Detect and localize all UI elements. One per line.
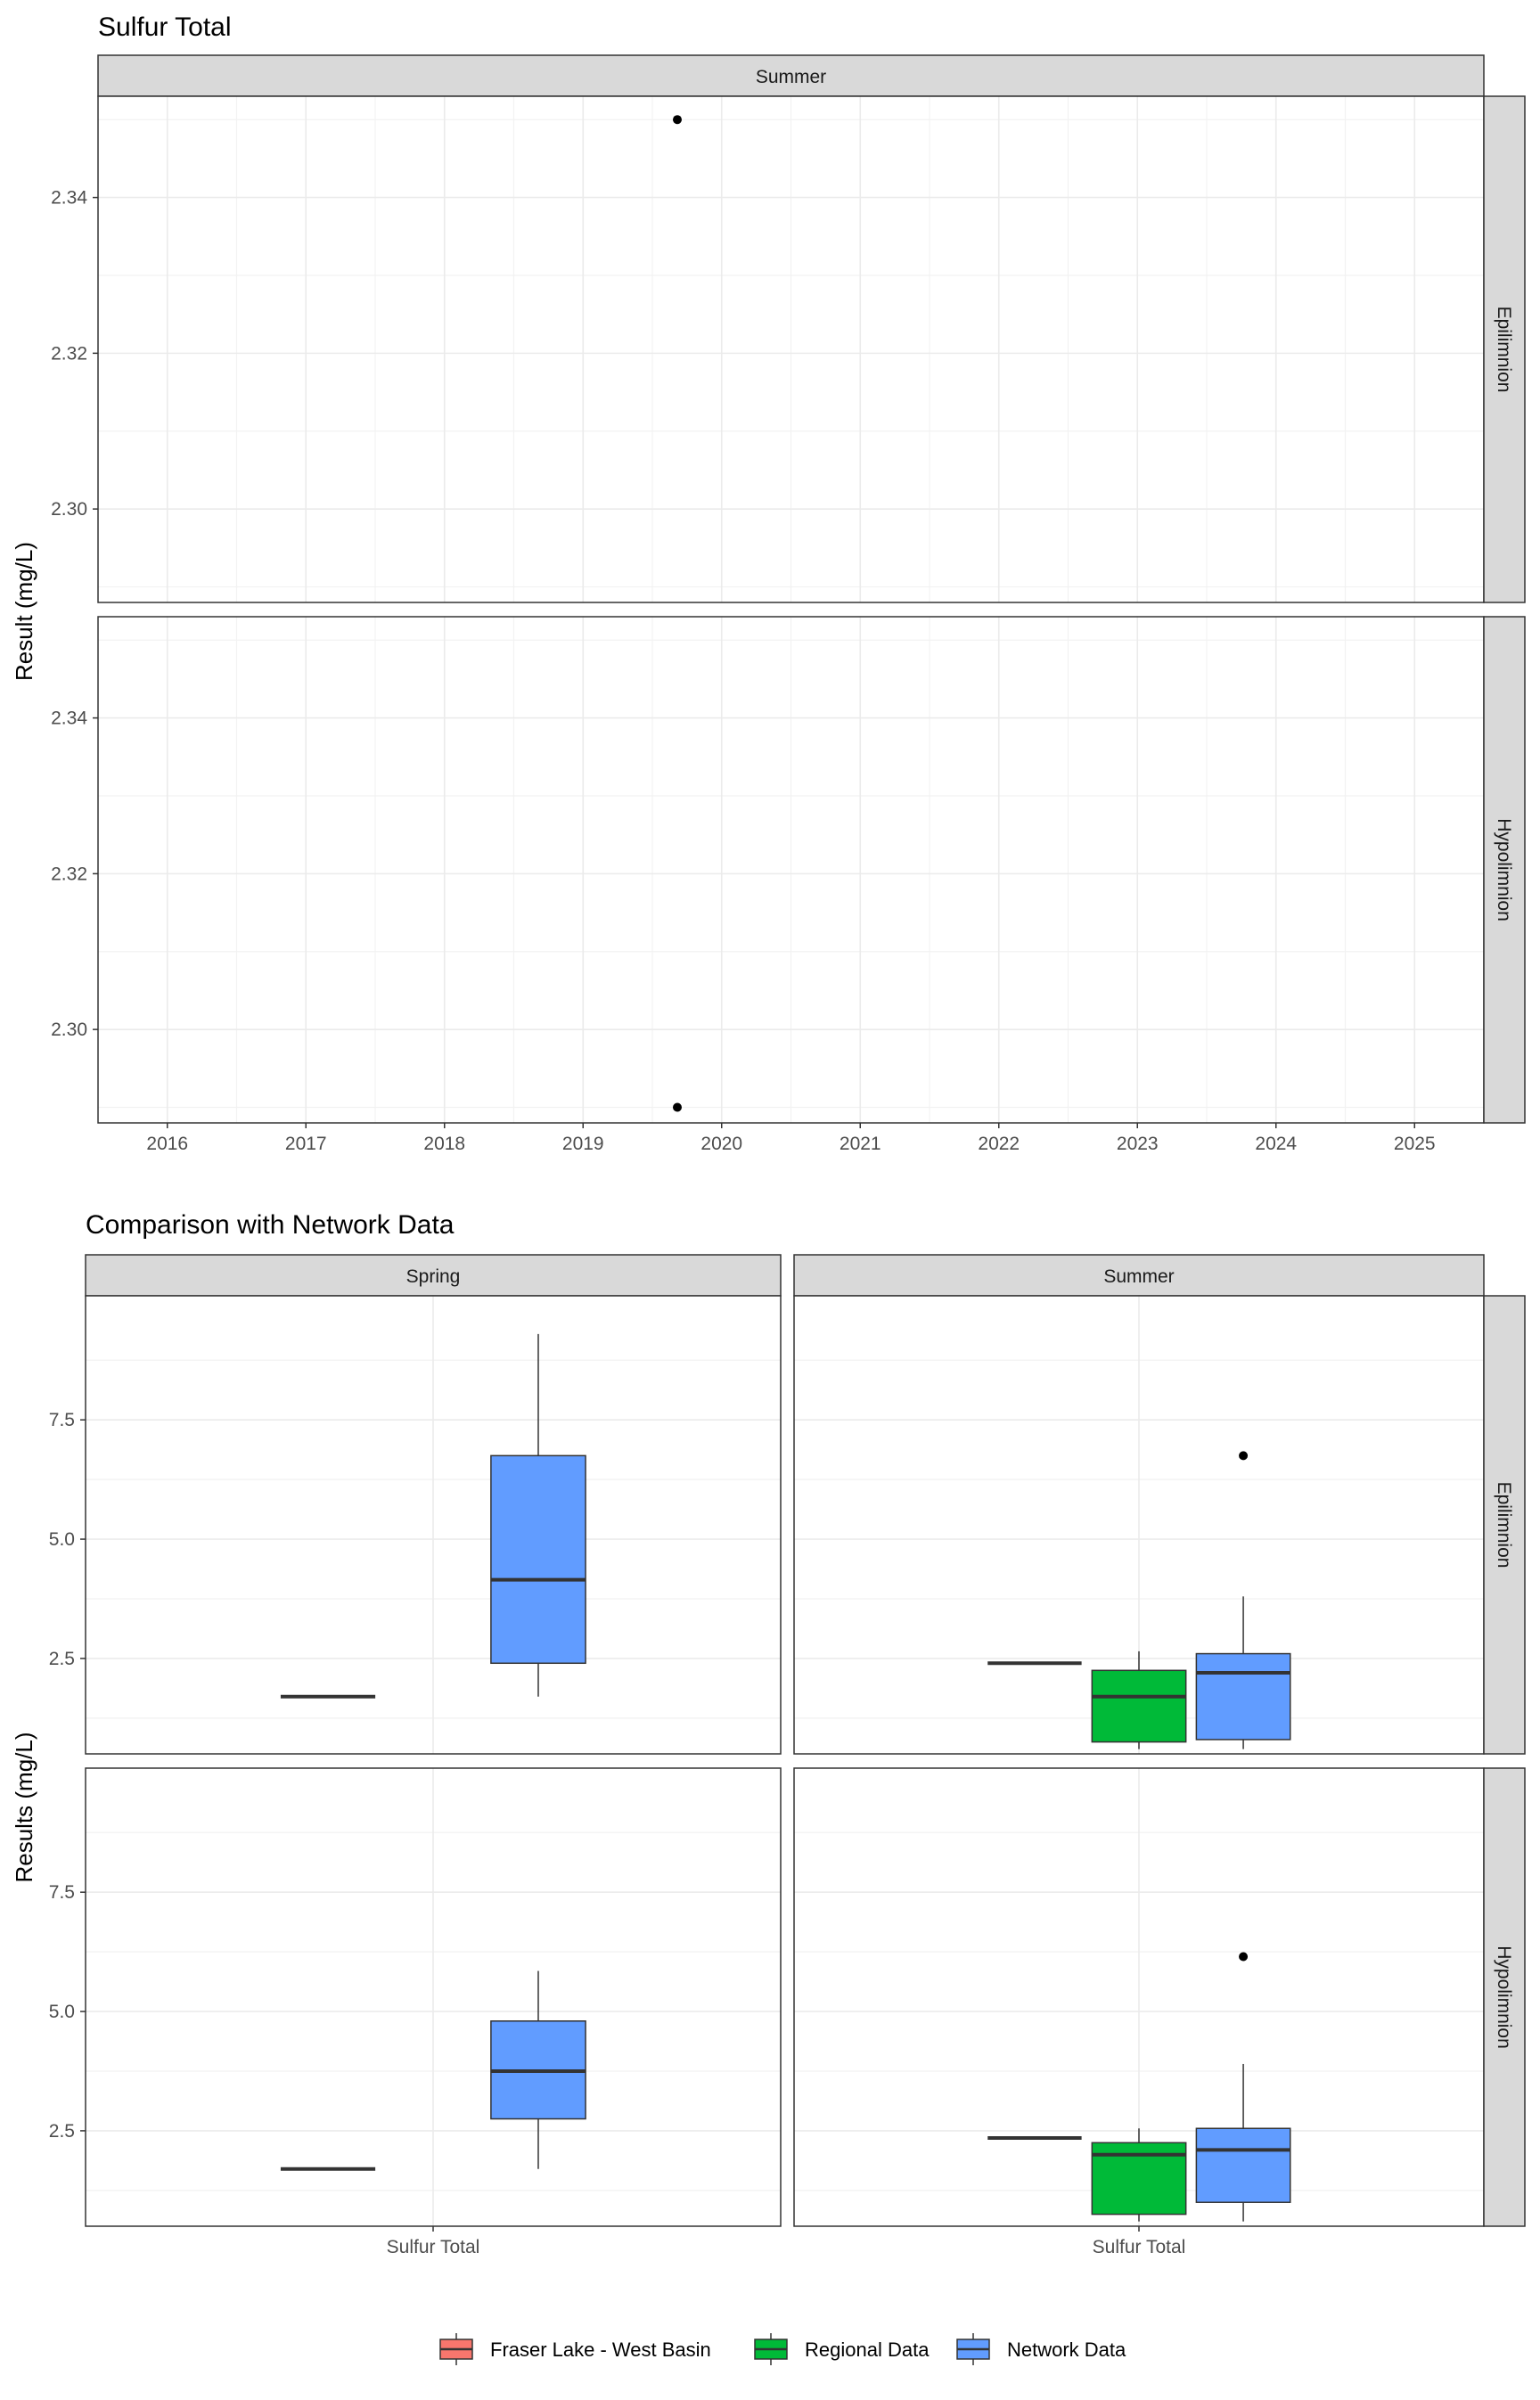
facet-strip-label-hypolimnion: Hypolimnion bbox=[1494, 1945, 1514, 2049]
box-network-data bbox=[1196, 2128, 1290, 2202]
y-tick-label-epilimnion: 2.30 bbox=[51, 499, 87, 520]
sulfur-total-time-series: Summer 2.30 2.32 2.34 Epilimnion 2.30 2.32 2.34… bbox=[51, 55, 1525, 1154]
y-tick-label-epilimnion: 2.5 bbox=[49, 1649, 75, 1669]
x-tick-label: 2020 bbox=[700, 1134, 742, 1154]
box-regional-data bbox=[1092, 1670, 1185, 1741]
facet-strip-label-summer: Summer bbox=[756, 67, 826, 87]
data-point-epilimnion bbox=[673, 115, 682, 124]
outlier-network-data bbox=[1239, 1451, 1248, 1460]
chart2-title: Comparison with Network Data bbox=[86, 1210, 455, 1240]
y-tick-label-epilimnion: 5.0 bbox=[49, 1529, 75, 1550]
facet-strip-label-hypolimnion: Hypolimnion bbox=[1494, 818, 1514, 922]
y-tick-label-hypolimnion: 2.30 bbox=[51, 1020, 87, 1040]
chart1-ylabel: Result (mg/L) bbox=[11, 542, 37, 681]
legend: Fraser Lake - West Basin Regional Data Net… bbox=[440, 2333, 1126, 2365]
legend-label-fraser-lake-west-basin: Fraser Lake - West Basin bbox=[490, 2339, 711, 2361]
x-tick-label: 2019 bbox=[562, 1134, 604, 1154]
box-network-data bbox=[491, 1455, 586, 1663]
chart2-ylabel: Results (mg/L) bbox=[11, 1732, 37, 1882]
x-tick-label: 2025 bbox=[1394, 1134, 1436, 1154]
x-tick-label: 2024 bbox=[1255, 1134, 1297, 1154]
facet-strip-label-epilimnion: Epilimnion bbox=[1494, 1482, 1514, 1569]
facet-strip-label-spring: Spring bbox=[406, 1266, 461, 1287]
x-tick-label: 2022 bbox=[978, 1134, 1020, 1154]
legend-label-regional-data: Regional Data bbox=[805, 2339, 930, 2361]
outlier-network-data bbox=[1239, 1952, 1248, 1961]
y-tick-label-hypolimnion: 5.0 bbox=[49, 2002, 75, 2022]
box-network-data bbox=[1196, 1654, 1290, 1740]
y-tick-label-hypolimnion: 2.34 bbox=[51, 709, 87, 729]
x-tick-label: 2016 bbox=[146, 1134, 188, 1154]
legend-label-network-data: Network Data bbox=[1007, 2339, 1126, 2361]
y-tick-label-hypolimnion: 2.5 bbox=[49, 2121, 75, 2142]
facet-strip-label-summer: Summer bbox=[1103, 1266, 1174, 1287]
y-tick-label-hypolimnion: 7.5 bbox=[49, 1882, 75, 1903]
y-tick-label-epilimnion: 2.32 bbox=[51, 343, 87, 364]
x-tick-label: Sulfur Total bbox=[387, 2237, 480, 2257]
data-point-hypolimnion bbox=[673, 1103, 682, 1112]
chart1-title: Sulfur Total bbox=[98, 12, 232, 42]
network-comparison-boxplots: Spring Summer 2.5 5.0 7.5 Epilimnion 2.5 5.0 7.5… bbox=[49, 1255, 1525, 2257]
facet-strip-label-epilimnion: Epilimnion bbox=[1494, 307, 1514, 393]
y-tick-label-epilimnion: 2.34 bbox=[51, 188, 87, 209]
x-tick-label: Sulfur Total bbox=[1093, 2237, 1186, 2257]
x-tick-label: 2017 bbox=[285, 1134, 327, 1154]
y-tick-label-hypolimnion: 2.32 bbox=[51, 864, 87, 884]
x-tick-label: 2021 bbox=[840, 1134, 881, 1154]
x-tick-label: 2018 bbox=[423, 1134, 465, 1154]
x-tick-label: 2023 bbox=[1117, 1134, 1159, 1154]
y-tick-label-epilimnion: 7.5 bbox=[49, 1410, 75, 1430]
